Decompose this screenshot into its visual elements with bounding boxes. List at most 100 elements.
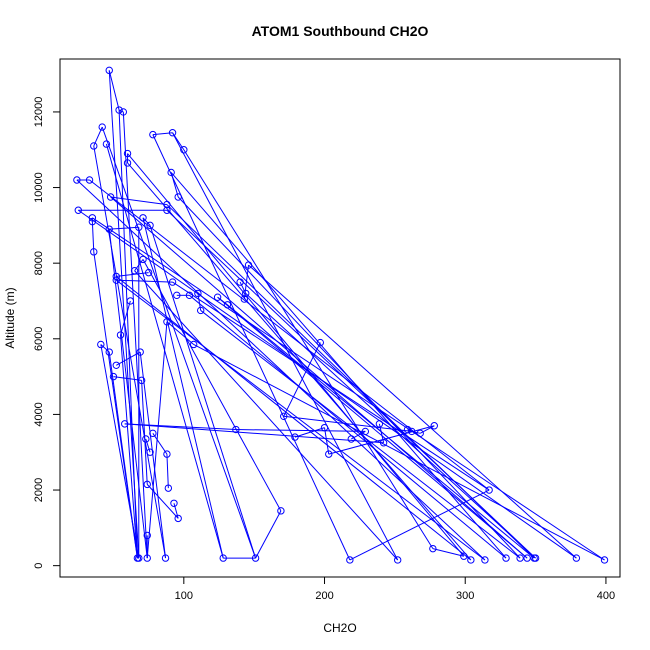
data-point — [347, 435, 355, 443]
data-point — [236, 278, 244, 286]
data-point — [408, 427, 416, 436]
data-point — [115, 106, 123, 114]
series-segment — [142, 217, 224, 559]
series-segment — [76, 179, 486, 561]
series-segment — [115, 276, 472, 561]
data-point — [393, 556, 402, 564]
series-segment — [91, 221, 95, 252]
data-point — [149, 429, 157, 438]
data-point — [130, 267, 139, 275]
data-point — [112, 272, 120, 281]
data-point — [98, 123, 106, 131]
series-segment — [170, 172, 507, 559]
data-point — [429, 544, 437, 553]
data-point — [163, 200, 171, 209]
data-point — [416, 429, 424, 438]
series-segment — [173, 503, 179, 519]
series-segment — [108, 351, 138, 559]
data-point — [74, 206, 82, 214]
data-point — [170, 499, 178, 507]
data-point — [277, 507, 285, 515]
x-tick-label: 300 — [456, 590, 474, 602]
data-point — [168, 129, 177, 137]
series-segment — [127, 162, 472, 561]
series-segment — [248, 264, 577, 559]
data-point — [485, 486, 493, 494]
series-segment — [411, 430, 421, 434]
series-segment — [142, 217, 151, 226]
data-point — [240, 295, 249, 303]
data-point — [149, 130, 157, 139]
series-segment — [92, 217, 605, 561]
series-segment — [432, 548, 464, 557]
data-point — [430, 422, 438, 430]
series-segment — [118, 110, 138, 559]
x-tick-label: 100 — [175, 590, 193, 602]
data-point — [516, 554, 524, 562]
series-segment — [120, 334, 138, 559]
series-segment — [146, 484, 179, 519]
y-axis-label: Altitude (m) — [3, 287, 17, 348]
data-point — [325, 450, 333, 458]
data-point — [88, 217, 97, 226]
data-point — [143, 480, 151, 489]
y-tick-label: 10000 — [33, 172, 45, 203]
data-point — [119, 108, 128, 116]
series-segment — [152, 433, 168, 455]
data-point — [213, 293, 222, 301]
series-segment — [149, 225, 257, 559]
x-axis-label: CH2O — [323, 621, 356, 635]
series-segment — [146, 321, 168, 559]
series-segment — [127, 153, 465, 557]
data-point — [174, 514, 182, 523]
series-segment — [145, 438, 151, 453]
data-point — [600, 556, 609, 564]
data-point — [116, 331, 125, 339]
data-point — [403, 425, 412, 434]
y-tick-label: 0 — [33, 563, 45, 569]
data-point — [123, 159, 132, 167]
x-tick-label: 200 — [315, 590, 333, 602]
series-segment — [235, 429, 366, 432]
series-segment — [177, 196, 521, 559]
series-segment — [294, 427, 325, 438]
series-segment — [189, 294, 507, 559]
data-point — [88, 214, 97, 222]
data-point — [142, 435, 150, 443]
data-point — [361, 427, 370, 436]
series-segment — [120, 300, 131, 336]
data-point — [523, 554, 531, 562]
data-point — [164, 484, 173, 492]
data-point — [168, 278, 177, 286]
y-tick-label: 8000 — [33, 251, 45, 275]
series-segment — [134, 270, 399, 561]
data-point — [112, 276, 120, 284]
data-point — [174, 193, 182, 201]
y-tick-label: 6000 — [33, 327, 45, 351]
series-segment — [122, 111, 148, 559]
x-axis: 100 200 300 400 — [175, 577, 615, 602]
data-point — [137, 376, 146, 385]
series-segment — [217, 296, 528, 559]
data-point — [143, 531, 151, 540]
data-point — [316, 338, 325, 347]
data-point — [502, 554, 510, 562]
series-segment — [283, 415, 412, 432]
series-lines — [76, 70, 605, 561]
data-point — [572, 554, 581, 562]
data-point — [73, 176, 81, 184]
data-point — [144, 268, 153, 277]
data-point — [189, 340, 198, 349]
data-point — [167, 168, 175, 177]
data-point — [163, 318, 171, 326]
data-point — [143, 554, 151, 562]
y-tick-label: 4000 — [33, 402, 45, 426]
data-point — [123, 149, 132, 158]
data-point — [109, 372, 118, 381]
data-point — [146, 448, 154, 456]
series-segment — [166, 454, 169, 489]
data-point — [106, 193, 115, 201]
chart-title: ATOM1 Southbound CH2O — [252, 23, 429, 39]
data-point — [139, 214, 147, 222]
